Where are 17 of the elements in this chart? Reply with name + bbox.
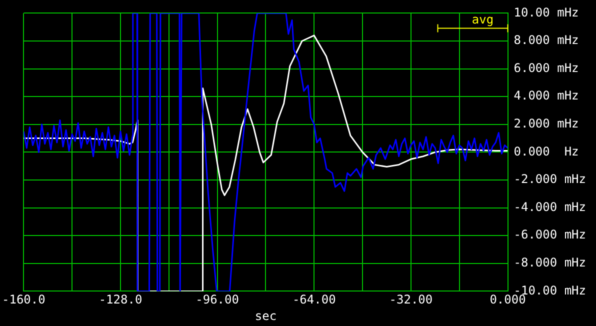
x-axis-title: sec <box>254 308 277 323</box>
x-tick-label: -128.0 <box>98 292 142 307</box>
x-tick-label: -160.0 <box>2 292 46 307</box>
y-tick-label: 10.00 mHz <box>514 5 579 20</box>
y-tick-label: 4.000 mHz <box>514 88 579 103</box>
y-tick-label: -4.000 mHz <box>514 200 586 214</box>
y-tick-label: 0.000 Hz <box>514 144 579 158</box>
y-tick-label: -6.000 mHz <box>514 228 586 242</box>
y-tick-label: -2.000 mHz <box>514 172 586 186</box>
y-tick-label: 6.000 mHz <box>514 60 579 75</box>
x-tick-label: -96.00 <box>196 292 239 307</box>
x-tick-label: -64.00 <box>292 292 336 307</box>
y-tick-label: 2.000 mHz <box>514 116 579 131</box>
y-tick-label: -8.000 mHz <box>514 256 586 270</box>
annotation: avg <box>472 12 494 26</box>
y-tick-label: 8.000 mHz <box>514 33 579 48</box>
x-tick-label: -32.00 <box>389 292 433 307</box>
